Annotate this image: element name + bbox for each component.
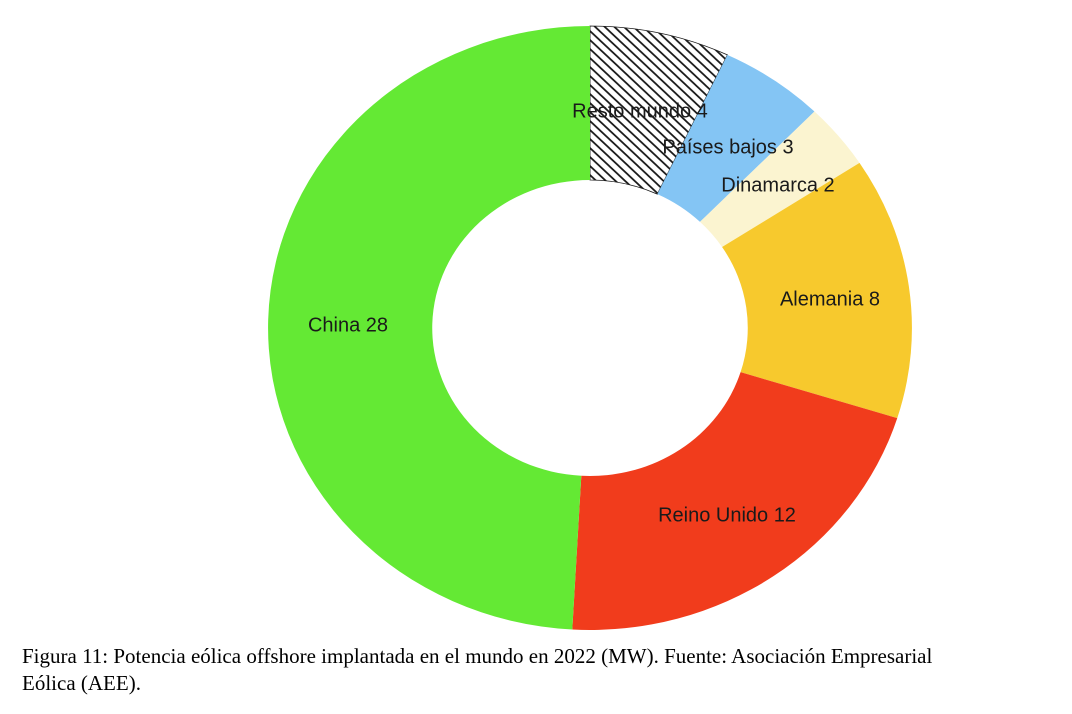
slice-dinamarca <box>700 111 860 248</box>
slice-china <box>268 26 591 630</box>
donut-slices <box>268 25 912 630</box>
donut-chart: Resto mundo 4 Países bajos 3 Dinamarca 2 Al… <box>268 25 912 630</box>
slice-label-paises-bajos: Países bajos 3 <box>662 136 793 158</box>
slice-labels: Resto mundo 4 Países bajos 3 Dinamarca 2 Al… <box>308 100 880 526</box>
slice-paises-bajos <box>657 54 815 222</box>
caption-line-1: Figura 11: Potencia eólica offshore impl… <box>22 644 933 668</box>
slice-alemania <box>722 162 912 419</box>
caption-line-2: Eólica (AEE). <box>22 671 141 695</box>
slice-resto-mundo <box>589 25 728 195</box>
slice-label-alemania: Alemania 8 <box>780 288 880 310</box>
slice-label-reino-unido: Reino Unido 12 <box>658 504 796 526</box>
slice-label-resto-mundo: Resto mundo 4 <box>572 100 708 122</box>
slice-label-dinamarca: Dinamarca 2 <box>721 174 834 196</box>
figure-caption: Figura 11: Potencia eólica offshore impl… <box>22 643 1062 697</box>
slice-reino-unido <box>572 372 898 630</box>
slice-label-china: China 28 <box>308 314 388 336</box>
